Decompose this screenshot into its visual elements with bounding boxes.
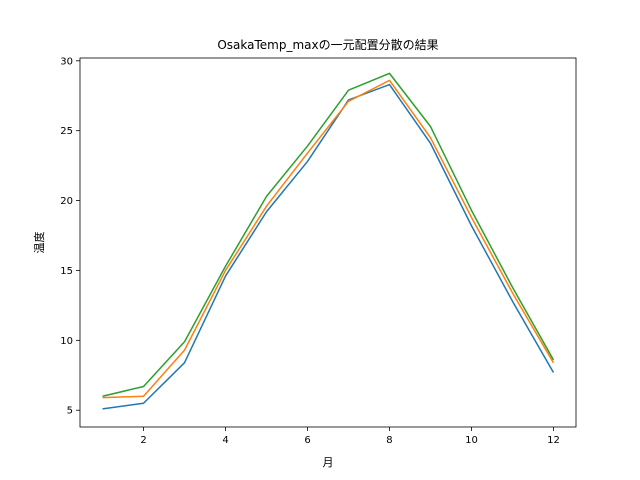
y-tick-label: 25: [60, 126, 73, 137]
chart-title: OsakaTemp_maxの一元配置分散の結果: [217, 37, 438, 52]
y-axis: 5 10 15 20 25 30: [60, 56, 80, 417]
x-tick-label: 6: [304, 435, 310, 446]
x-tick-label: 2: [140, 435, 146, 446]
y-tick-label: 20: [60, 196, 73, 207]
x-axis-label: 月: [323, 456, 334, 469]
x-axis: 2 4 6 8 10 12: [140, 427, 560, 446]
x-tick-label: 8: [386, 435, 392, 446]
series-line-1: [102, 83, 555, 410]
x-tick-label: 4: [222, 435, 228, 446]
series-line-2: [102, 79, 555, 399]
y-tick-label: 5: [67, 406, 73, 417]
y-axis-label: 温度: [32, 232, 46, 254]
y-tick-label: 10: [60, 336, 73, 347]
x-tick-label: 10: [465, 435, 478, 446]
y-tick-label: 15: [60, 266, 73, 277]
series-line-3: [102, 72, 555, 397]
series-layer: [102, 72, 555, 410]
y-tick-label: 30: [60, 56, 73, 67]
plot-frame: [79, 57, 577, 428]
x-tick-label: 12: [547, 435, 560, 446]
plot-area: [80, 58, 576, 427]
